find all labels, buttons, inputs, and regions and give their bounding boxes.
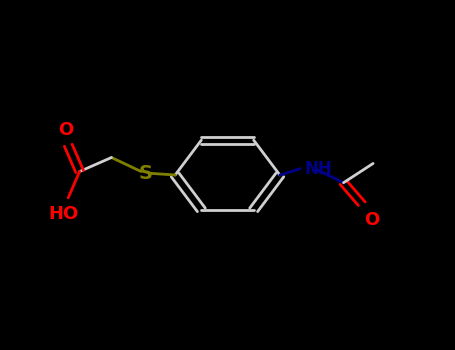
Text: S: S — [139, 164, 152, 183]
Text: O: O — [58, 121, 74, 139]
Text: HO: HO — [49, 205, 79, 223]
Text: O: O — [364, 211, 379, 229]
Text: NH: NH — [305, 160, 333, 178]
